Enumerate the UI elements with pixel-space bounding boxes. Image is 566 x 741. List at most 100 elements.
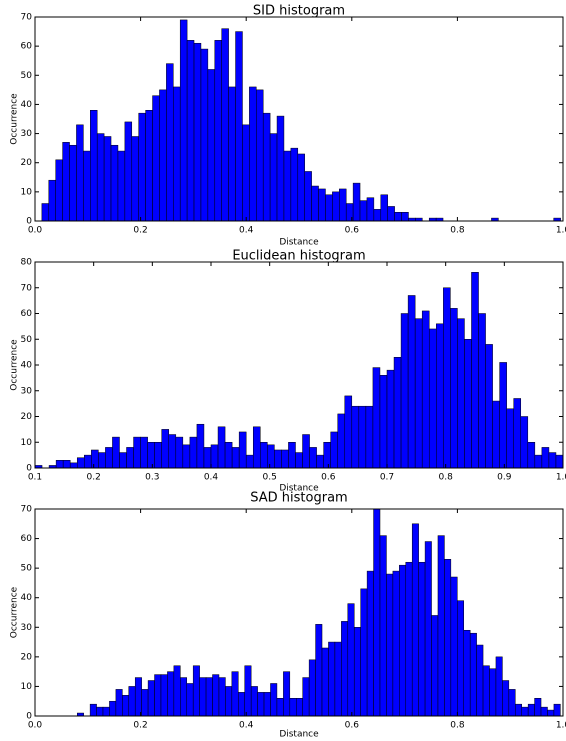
- bar: [274, 449, 282, 469]
- y-tick-label: 50: [21, 71, 33, 81]
- bar: [463, 629, 471, 717]
- chart-title: SAD histogram: [250, 491, 347, 506]
- bar: [281, 449, 289, 469]
- bar: [407, 295, 416, 469]
- bar: [366, 197, 375, 222]
- bar: [109, 700, 117, 717]
- bar: [424, 541, 432, 717]
- bar: [84, 454, 92, 469]
- y-tick-label: 20: [21, 652, 33, 662]
- bar: [521, 706, 529, 717]
- bar: [260, 442, 268, 469]
- bar: [210, 444, 219, 469]
- bar: [302, 434, 310, 469]
- bar: [173, 665, 181, 717]
- bar: [534, 454, 543, 469]
- bar: [527, 703, 535, 717]
- bar: [548, 452, 557, 469]
- bar: [225, 686, 233, 717]
- bar: [147, 442, 155, 469]
- bar: [134, 677, 142, 717]
- bar: [200, 48, 209, 222]
- bar: [160, 674, 168, 717]
- bar: [555, 454, 564, 469]
- bar: [365, 405, 374, 469]
- plot-frame: [34, 16, 564, 222]
- x-axis-label: Distance: [279, 730, 319, 740]
- bar: [231, 447, 240, 469]
- y-tick-label: 10: [21, 187, 33, 197]
- bar: [534, 698, 542, 717]
- bar: [41, 203, 50, 222]
- bar: [478, 313, 486, 469]
- bar: [250, 686, 258, 717]
- plot-frame: [34, 508, 564, 717]
- bar: [373, 209, 382, 222]
- y-tick-label: 20: [21, 158, 33, 168]
- bar: [62, 460, 71, 469]
- bar: [489, 668, 497, 717]
- y-tick-label: 40: [21, 361, 33, 371]
- bar: [161, 429, 170, 469]
- bar: [541, 447, 550, 469]
- chart-title: SID histogram: [253, 4, 345, 19]
- bar: [256, 89, 264, 222]
- bar: [325, 194, 333, 222]
- y-axis-label: Occurrence: [10, 586, 20, 638]
- bar: [360, 588, 368, 717]
- bar: [394, 212, 402, 222]
- bar: [290, 147, 299, 222]
- bar: [283, 671, 291, 717]
- bar: [450, 308, 458, 469]
- bar: [289, 698, 297, 717]
- y-tick-label: 10: [21, 438, 33, 448]
- bar: [328, 641, 336, 717]
- x-tick-label: 0.6: [345, 721, 360, 731]
- bar: [267, 444, 275, 469]
- bar: [90, 110, 98, 222]
- bar: [341, 621, 349, 717]
- x-tick-label: 0.8: [439, 473, 454, 483]
- x-tick-label: 0.7: [380, 473, 394, 483]
- bar: [418, 561, 426, 717]
- bar: [110, 144, 119, 222]
- bar: [269, 133, 278, 222]
- bar: [235, 31, 243, 222]
- bar: [189, 436, 198, 469]
- bar: [359, 200, 368, 222]
- bar: [115, 689, 123, 717]
- bar: [302, 677, 310, 717]
- bar: [527, 442, 536, 469]
- bar: [205, 677, 213, 717]
- bar: [212, 674, 220, 717]
- x-tick-label: 0.4: [239, 226, 254, 236]
- bar: [464, 339, 472, 469]
- bar: [193, 42, 202, 222]
- bar: [257, 692, 265, 717]
- bar: [469, 632, 477, 717]
- bar: [304, 171, 312, 222]
- y-tick-label: 0: [26, 712, 32, 722]
- bar: [131, 136, 139, 222]
- bar: [373, 508, 381, 717]
- bar: [513, 398, 522, 469]
- bar: [502, 680, 510, 717]
- bar: [105, 447, 113, 469]
- bar: [276, 698, 284, 717]
- bar: [76, 457, 85, 469]
- bar: [141, 689, 149, 717]
- y-tick-label: 60: [21, 309, 33, 319]
- bar: [476, 644, 484, 717]
- bar: [353, 627, 361, 717]
- bar: [311, 185, 319, 222]
- bar: [437, 535, 445, 717]
- bar: [242, 124, 250, 222]
- bar: [173, 86, 181, 222]
- bar: [228, 86, 236, 222]
- bar: [152, 95, 160, 222]
- bar: [431, 615, 439, 717]
- bar: [457, 318, 465, 469]
- bar: [309, 447, 317, 469]
- bar: [96, 133, 105, 222]
- x-tick-label: 0.4: [204, 473, 219, 483]
